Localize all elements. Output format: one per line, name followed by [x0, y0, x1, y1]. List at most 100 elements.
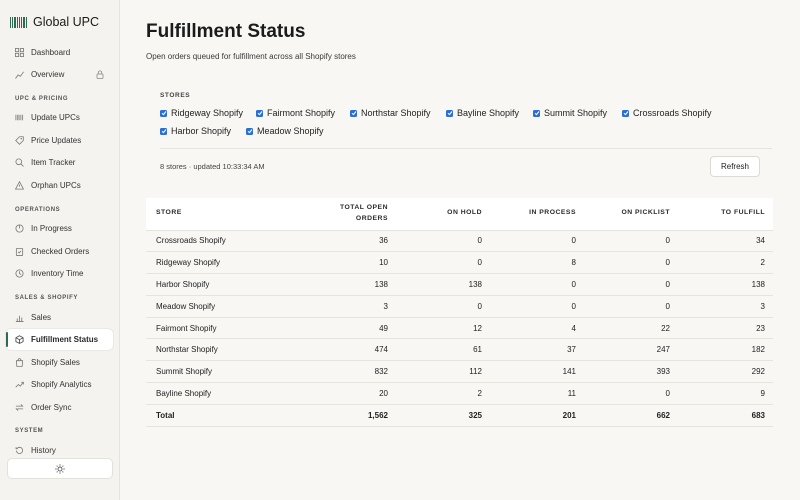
- sidebar-item-inventory-time[interactable]: Inventory Time: [6, 263, 113, 284]
- cell-to-fulfill: 34: [678, 230, 773, 253]
- table-row: Ridgeway Shopify 10 0 8 0 2: [146, 251, 773, 275]
- store-checkbox-label: Ridgeway Shopify: [171, 108, 244, 118]
- sidebar: Global UPC Dashboard Overview UPC & PRIC…: [0, 0, 120, 500]
- checkbox-checked-icon: [160, 127, 167, 135]
- clock-icon: [15, 269, 24, 278]
- sun-icon: [55, 463, 65, 474]
- sidebar-item-label: Price Updates: [31, 136, 82, 145]
- cell-total-label: Total: [146, 404, 296, 427]
- store-checkbox-label: Harbor Shopify: [171, 126, 232, 136]
- sidebar-item-history[interactable]: History: [6, 440, 113, 461]
- sidebar-item-dashboard[interactable]: Dashboard: [6, 42, 113, 63]
- cell-total-open-orders: 36: [296, 230, 396, 253]
- page-title: Fulfillment Status: [146, 21, 306, 42]
- history-icon: [15, 446, 24, 455]
- store-checkbox-label: Fairmont Shopify: [267, 108, 336, 118]
- cell-to-fulfill: 3: [678, 295, 773, 318]
- cell-store: Fairmont Shopify: [146, 317, 296, 340]
- cell-on-picklist: 247: [584, 338, 678, 362]
- column-header-label: TOTAL OPEN ORDERS: [339, 203, 388, 222]
- sidebar-item-in-progress[interactable]: In Progress: [6, 218, 113, 239]
- store-checkbox-fairmont[interactable]: Fairmont Shopify: [256, 108, 335, 118]
- cell-on-hold: 0: [396, 295, 490, 318]
- column-header-to-fulfill[interactable]: TO FULFILL: [678, 198, 773, 231]
- section-title-upc-pricing: UPC & PRICING: [15, 96, 69, 102]
- sidebar-item-overview[interactable]: Overview: [6, 64, 113, 85]
- sidebar-item-label: Sales: [31, 313, 52, 322]
- store-checkbox-meadow[interactable]: Meadow Shopify: [246, 126, 324, 136]
- sidebar-item-label: Fulfillment Status: [31, 335, 99, 344]
- sidebar-item-checked-orders[interactable]: Checked Orders: [6, 241, 113, 262]
- page-subtitle: Open orders queued for fulfillment acros…: [146, 52, 356, 61]
- sidebar-item-sales[interactable]: Sales: [6, 307, 113, 328]
- checkbox-checked-icon: [256, 109, 263, 117]
- sidebar-item-update-upcs[interactable]: Update UPCs: [6, 107, 113, 128]
- table-row: Bayline Shopify 20 2 11 0 9: [146, 382, 773, 405]
- cell-in-process: 8: [490, 251, 584, 275]
- column-header-total-open-orders[interactable]: TOTAL OPEN ORDERS: [296, 198, 396, 231]
- store-checkbox-summit[interactable]: Summit Shopify: [533, 108, 607, 118]
- divider: [160, 148, 772, 149]
- checkbox-checked-icon: [246, 127, 253, 135]
- column-header-on-picklist[interactable]: ON PICKLIST: [584, 198, 678, 231]
- store-checkbox-label: Bayline Shopify: [457, 108, 520, 118]
- cell-to-fulfill: 138: [678, 273, 773, 296]
- sidebar-item-price-updates[interactable]: Price Updates: [6, 130, 113, 151]
- table-row: Summit Shopify 832 112 141 393 292: [146, 360, 773, 384]
- cell-in-process: 4: [490, 317, 584, 340]
- cell-store: Ridgeway Shopify: [146, 251, 296, 275]
- cell-on-picklist: 393: [584, 360, 678, 384]
- cell-on-picklist: 0: [584, 273, 678, 296]
- sidebar-item-label: Shopify Sales: [31, 358, 80, 367]
- checkbox-checked-icon: [446, 109, 453, 117]
- tag-icon: [15, 136, 24, 145]
- cell-total-open-orders: 474: [296, 338, 396, 362]
- refresh-button[interactable]: Refresh: [710, 156, 760, 177]
- brand[interactable]: Global UPC: [0, 0, 119, 44]
- column-header-store[interactable]: STORE: [146, 198, 296, 231]
- sidebar-item-fulfillment-status[interactable]: Fulfillment Status: [6, 329, 113, 350]
- cell-on-hold: 138: [396, 273, 490, 296]
- store-checkbox-bayline[interactable]: Bayline Shopify: [446, 108, 519, 118]
- lock-icon: [96, 70, 104, 79]
- store-checkbox-ridgeway[interactable]: Ridgeway Shopify: [160, 108, 243, 118]
- table-header-row: STORE TOTAL OPEN ORDERS ON HOLD IN PROCE…: [146, 198, 773, 231]
- cell-store: Northstar Shopify: [146, 338, 296, 362]
- table-row: Crossroads Shopify 36 0 0 0 34: [146, 230, 773, 253]
- bar-chart-icon: [15, 313, 24, 322]
- cell-to-fulfill: 2: [678, 251, 773, 275]
- table-row: Fairmont Shopify 49 12 4 22 23: [146, 317, 773, 340]
- sidebar-item-item-tracker[interactable]: Item Tracker: [6, 152, 113, 173]
- column-header-on-hold[interactable]: ON HOLD: [396, 198, 490, 231]
- sidebar-item-order-sync[interactable]: Order Sync: [6, 397, 113, 418]
- store-checkbox-harbor[interactable]: Harbor Shopify: [160, 126, 231, 136]
- cell-total-open-orders: 832: [296, 360, 396, 384]
- column-header-in-process[interactable]: IN PROCESS: [490, 198, 584, 231]
- sidebar-item-shopify-sales[interactable]: Shopify Sales: [6, 352, 113, 373]
- section-title-sales-shopify: SALES & SHOPIFY: [15, 295, 79, 301]
- sidebar-item-label: Order Sync: [31, 403, 72, 412]
- progress-icon: [15, 224, 24, 233]
- store-checkbox-crossroads[interactable]: Crossroads Shopify: [622, 108, 712, 118]
- clipboard-icon: [15, 247, 24, 256]
- cell-on-picklist: 22: [584, 317, 678, 340]
- cell-total-to-fulfill: 683: [678, 404, 773, 427]
- sidebar-item-shopify-analytics[interactable]: Shopify Analytics: [6, 374, 113, 395]
- sidebar-item-label: Item Tracker: [31, 158, 76, 167]
- sidebar-item-orphan-upcs[interactable]: Orphan UPCs: [6, 175, 113, 196]
- sidebar-item-label: Overview: [31, 70, 65, 79]
- sidebar-item-label: Orphan UPCs: [31, 181, 81, 190]
- cell-on-hold: 0: [396, 230, 490, 253]
- store-checkbox-label: Summit Shopify: [544, 108, 608, 118]
- sidebar-item-label: Update UPCs: [31, 113, 80, 122]
- cell-total-on-picklist: 662: [584, 404, 678, 427]
- cell-total-in-process: 201: [490, 404, 584, 427]
- section-title-operations: OPERATIONS: [15, 207, 61, 213]
- cell-in-process: 0: [490, 295, 584, 318]
- store-checkbox-northstar[interactable]: Northstar Shopify: [350, 108, 431, 118]
- stores-filter-label: STORES: [160, 92, 191, 99]
- sidebar-item-label: Inventory Time: [31, 269, 84, 278]
- store-checkbox-label: Northstar Shopify: [361, 108, 431, 118]
- checkbox-checked-icon: [350, 109, 357, 117]
- theme-toggle-button[interactable]: [7, 458, 113, 479]
